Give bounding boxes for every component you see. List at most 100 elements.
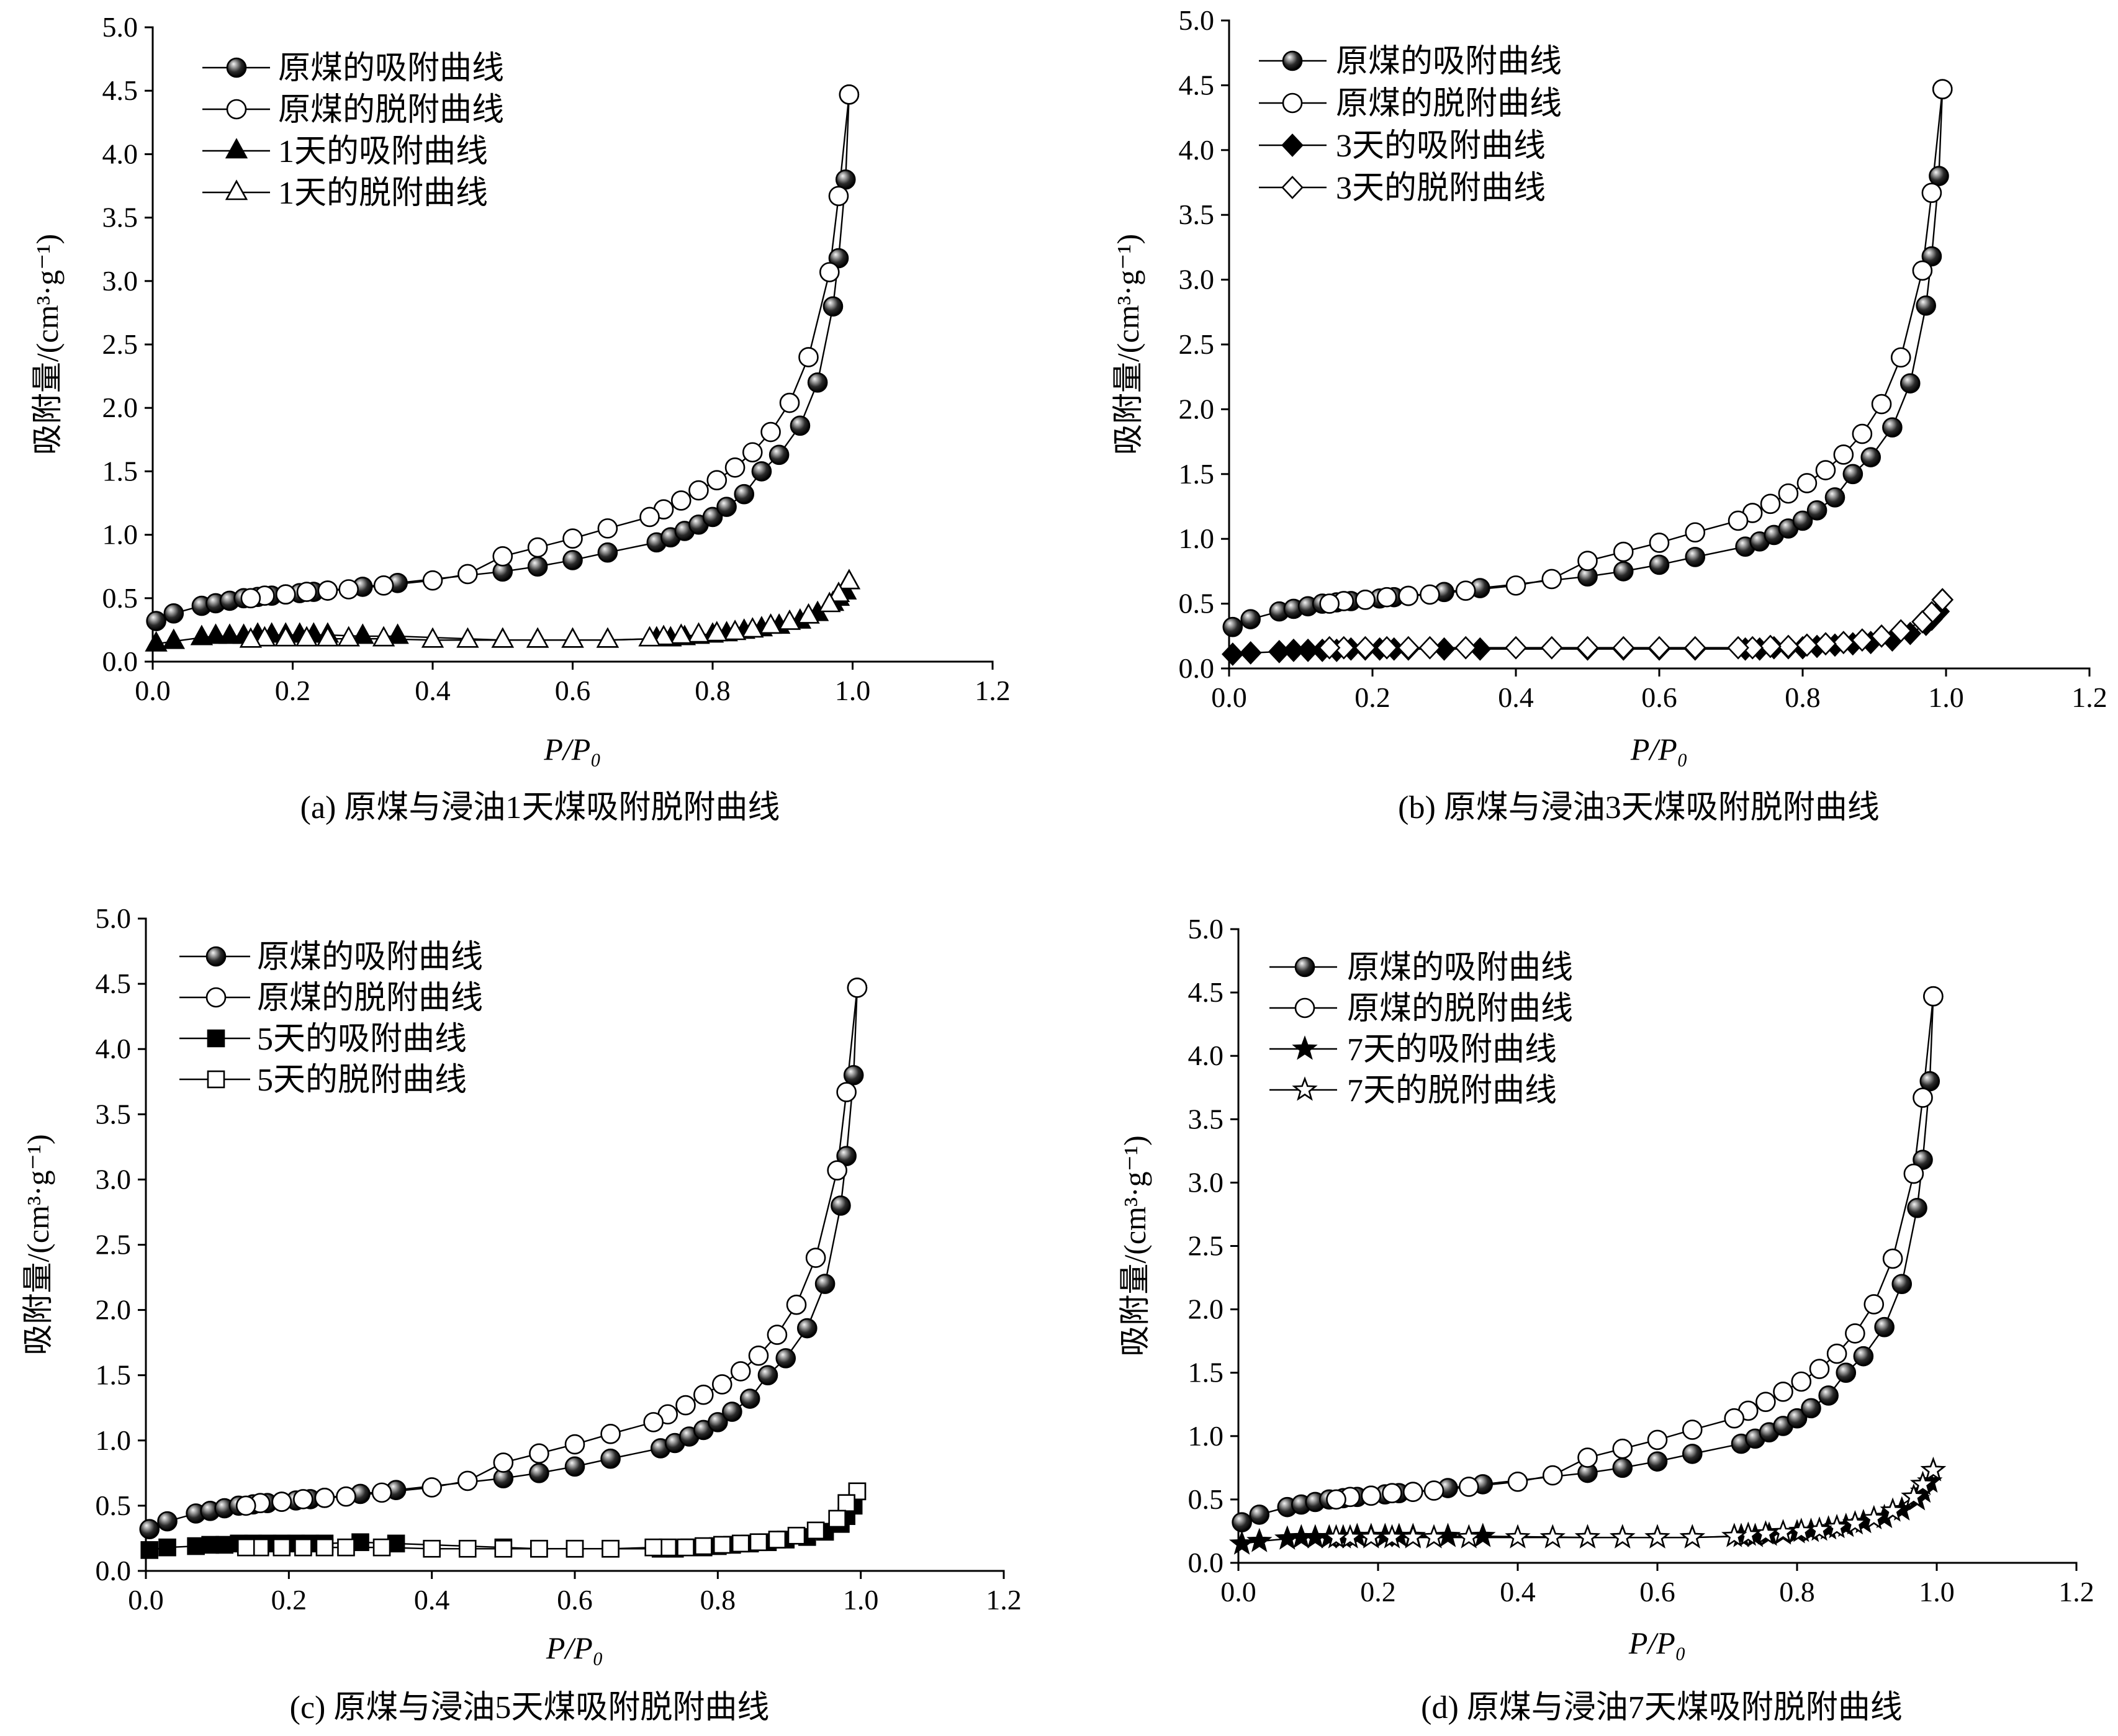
legend-item: 1天的吸附曲线 (202, 134, 488, 169)
data-point (1361, 1485, 1382, 1506)
data-point (790, 415, 811, 436)
data-point (1874, 1316, 1895, 1338)
data-point (751, 461, 772, 482)
y-tick-label: 1.0 (96, 1424, 132, 1456)
y-tick-label: 2.5 (1179, 328, 1215, 360)
data-point (695, 1537, 713, 1555)
data-point (828, 1509, 846, 1528)
data-point (1891, 1274, 1913, 1295)
legend-label: 原煤的吸附曲线 (278, 51, 504, 86)
data-point (713, 1536, 731, 1554)
data-point (1728, 510, 1749, 531)
data-point (1455, 580, 1476, 601)
data-point (828, 186, 849, 207)
legend-marker (1294, 956, 1315, 978)
data-point (1382, 1483, 1402, 1503)
data-point (1788, 1518, 1814, 1542)
data-point (1931, 588, 1954, 612)
legend-marker (1282, 50, 1303, 71)
data-point (204, 623, 227, 644)
data-point (741, 617, 764, 638)
data-point (818, 591, 841, 613)
y-tick-label: 3.5 (96, 1098, 132, 1130)
data-point (1880, 1497, 1906, 1522)
legend-label: 1天的吸附曲线 (278, 134, 488, 169)
y-tick-label: 4.5 (96, 968, 132, 999)
legend-item: 5天的脱附曲线 (179, 1063, 467, 1098)
data-point (1860, 447, 1881, 467)
data-point (564, 1456, 585, 1477)
y-tick-label: 4.5 (102, 74, 138, 106)
data-point (140, 1541, 159, 1559)
legend-label: 原煤的脱附曲线 (278, 92, 504, 128)
data-point (1649, 554, 1670, 575)
data-point (1903, 1163, 1924, 1184)
data-point (644, 1538, 662, 1557)
data-point (1921, 182, 1942, 204)
data-point (1806, 500, 1827, 521)
legend-marker (226, 99, 247, 120)
data-point (139, 1519, 160, 1540)
data-point (759, 613, 782, 634)
x-tick-label: 0.4 (415, 675, 451, 706)
x-tick-label: 0.0 (1220, 1576, 1256, 1608)
x-tick-label: 0.4 (1498, 681, 1534, 713)
data-point (492, 546, 513, 567)
y-tick-label: 0.5 (1179, 588, 1215, 619)
data-point (1735, 1521, 1761, 1546)
data-point (836, 1082, 857, 1102)
legend-marker (207, 1070, 225, 1089)
data-point (1920, 1457, 1947, 1482)
data-point (239, 627, 263, 648)
legend-marker (226, 57, 247, 78)
data-point (723, 619, 747, 641)
data-point (797, 603, 820, 624)
data-point (1921, 246, 1942, 267)
data-point (779, 392, 800, 413)
y-tick-label: 1.0 (102, 519, 138, 551)
data-point (1787, 1408, 1808, 1429)
data-point (1355, 590, 1376, 610)
data-point (1505, 1524, 1531, 1549)
data-point (493, 1452, 514, 1473)
data-point (1851, 628, 1873, 652)
y-tick-label: 1.0 (1188, 1420, 1224, 1452)
data-point (596, 627, 620, 648)
legend-marker (205, 987, 227, 1008)
data-point (814, 1274, 836, 1294)
data-point (1679, 1524, 1705, 1549)
data-point (716, 497, 737, 517)
data-point (315, 1538, 334, 1557)
data-point (1845, 1323, 1865, 1344)
data-point (597, 542, 618, 563)
data-point (296, 582, 317, 602)
data-point (675, 1395, 696, 1416)
y-tick-label: 1.5 (96, 1359, 132, 1391)
x-tick-label: 0.8 (700, 1584, 736, 1616)
data-point (373, 575, 394, 596)
y-tick-label: 3.0 (1188, 1166, 1224, 1198)
legend-label: 7天的脱附曲线 (1347, 1073, 1557, 1109)
data-point (337, 1538, 355, 1557)
chart-caption: (d) 原煤与浸油7天煤吸附脱附曲线 (1421, 1690, 1903, 1725)
data-point (1354, 636, 1377, 660)
data-point (708, 1412, 728, 1432)
y-tick-label: 2.5 (102, 328, 138, 360)
data-point (760, 421, 781, 443)
data-point (775, 1348, 796, 1369)
data-point (1923, 986, 1944, 1007)
data-point (711, 1374, 732, 1395)
data-point (1929, 166, 1949, 186)
series-markers (240, 84, 860, 609)
data-point (1684, 636, 1706, 660)
y-tick-label: 1.5 (1188, 1357, 1224, 1388)
x-tick-label: 1.2 (2071, 681, 2107, 713)
x-tick-label: 0.6 (1641, 681, 1677, 713)
data-point (1505, 636, 1527, 660)
data-point (1806, 1516, 1832, 1541)
legend-label: 原煤的脱附曲线 (1336, 86, 1562, 122)
data-point (457, 564, 478, 585)
data-point (1539, 1524, 1566, 1549)
data-point (1852, 423, 1873, 444)
